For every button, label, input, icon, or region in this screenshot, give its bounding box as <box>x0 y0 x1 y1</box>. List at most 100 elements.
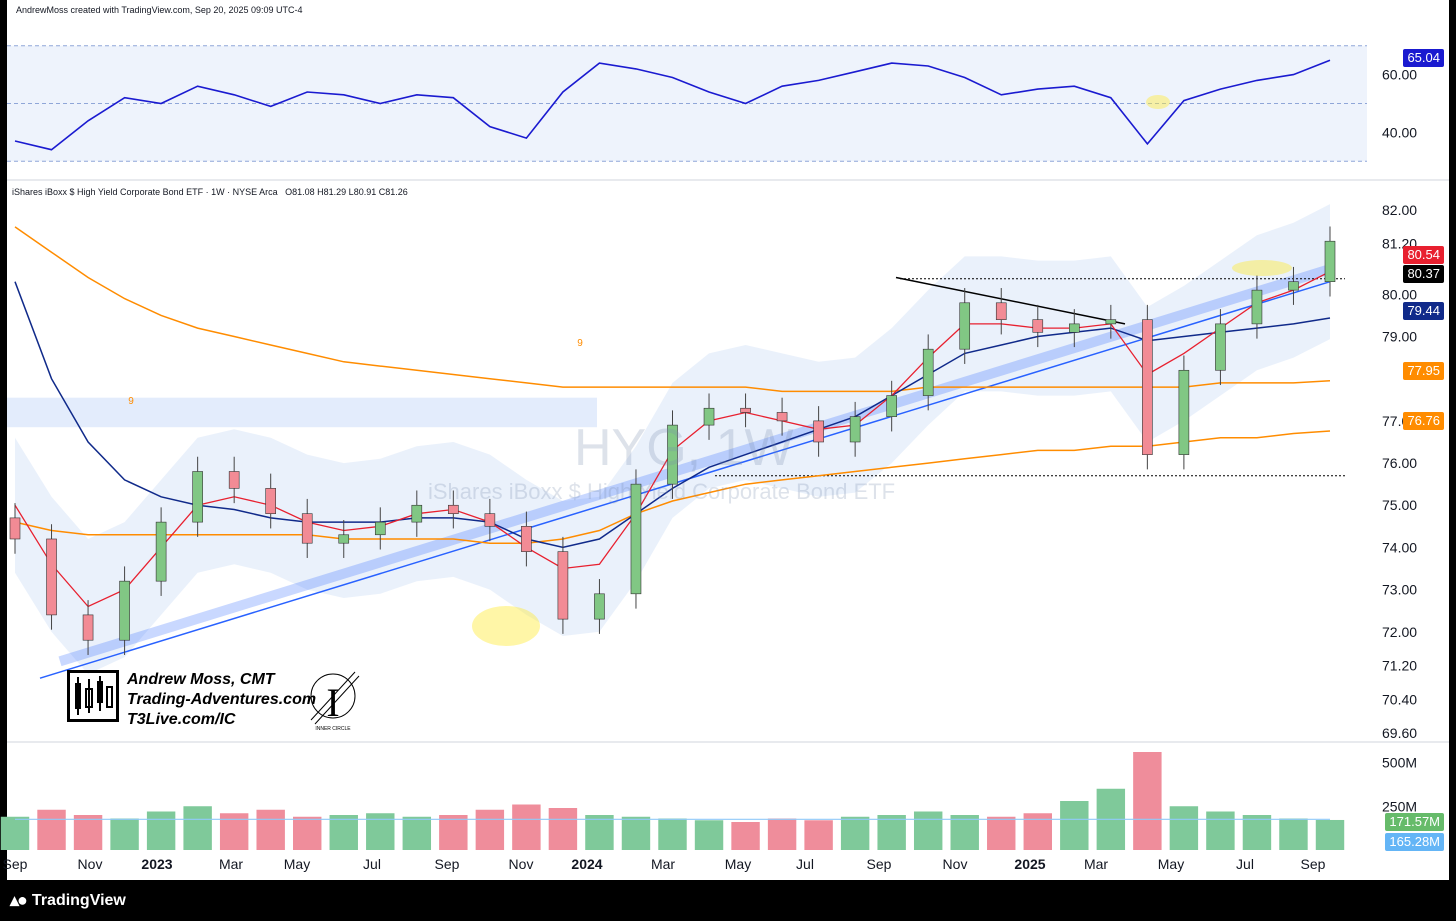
candle-body <box>703 407 715 426</box>
price-tick-label: 74.00 <box>1382 539 1417 555</box>
candle-body <box>9 517 21 540</box>
candle-body <box>155 521 167 582</box>
candle-body <box>484 513 496 527</box>
candle-body <box>1251 289 1263 325</box>
volume-bar <box>731 822 760 850</box>
volume-bar <box>439 815 468 850</box>
volume-tick-label: 500M <box>1382 755 1417 771</box>
volume-bar <box>37 809 66 850</box>
volume-bar <box>146 811 176 850</box>
candle-body <box>667 424 678 485</box>
tradingview-brand: TradingView <box>31 891 126 909</box>
volume-bar <box>585 815 614 850</box>
footer-bar: ▴● TradingView <box>0 880 1456 921</box>
candle-body <box>1178 369 1190 455</box>
last-price-tag: 80.37 <box>1403 265 1444 283</box>
candle-body <box>1324 240 1336 283</box>
volume-bar <box>1279 818 1308 850</box>
sma-slow-line <box>14 226 1331 393</box>
sma-200-line <box>14 430 1331 544</box>
candle-body <box>995 302 1007 320</box>
tradingview-logo[interactable]: ▴● TradingView <box>10 890 126 911</box>
rsi-value-tag: 65.04 <box>1403 49 1444 67</box>
signature-site[interactable]: Trading-Adventures.com <box>127 691 317 708</box>
volume-bar <box>1315 819 1345 850</box>
candle-body <box>813 420 824 443</box>
x-tick-label: Jul <box>363 856 381 872</box>
volume-bar <box>950 815 979 850</box>
x-tick-label: Nov <box>78 856 103 872</box>
candle-body <box>557 551 569 620</box>
candle-body <box>521 526 532 552</box>
candle-body <box>886 395 897 417</box>
volume-bar <box>402 816 432 850</box>
x-tick-label: May <box>284 856 310 872</box>
volume-bar <box>329 815 358 850</box>
price-tick-label: 82.00 <box>1382 202 1417 218</box>
x-tick-label: May <box>725 856 751 872</box>
candle-body <box>374 521 386 536</box>
watermark-ticker: HYG, 1W <box>574 419 794 477</box>
volume-bar <box>1060 801 1089 850</box>
x-tick-label: Sep <box>435 856 460 872</box>
candle-body <box>46 538 57 616</box>
price-highlight-high <box>1232 260 1292 276</box>
price-tick-label: 71.20 <box>1382 658 1417 674</box>
x-tick-label: 2025 <box>1014 856 1045 872</box>
volume-bar <box>1242 815 1272 850</box>
credit-note: AndrewMoss created with TradingView.com,… <box>16 5 303 15</box>
volume-bar <box>548 808 578 850</box>
volume-bar <box>840 816 870 850</box>
volume-bar <box>110 818 139 850</box>
candle-body <box>776 412 788 422</box>
sma-200-tag: 76.76 <box>1403 412 1444 430</box>
volume-bar <box>877 815 906 850</box>
volume-bar <box>658 818 687 850</box>
svg-text:I: I <box>326 680 339 725</box>
volume-bar <box>475 809 505 850</box>
watermark-name: iShares iBoxx $ High Yield Corporate Bon… <box>428 479 896 504</box>
sma-fast-tag: 80.54 <box>1403 246 1444 264</box>
volume-bar <box>767 818 797 850</box>
volume-bar <box>256 809 285 850</box>
x-tick-label: Mar <box>1084 856 1108 872</box>
price-tick-label: 73.00 <box>1382 582 1417 598</box>
signature-block: Andrew Moss, CMT Trading-Adventures.com … <box>67 670 316 730</box>
candlestick-logo-icon <box>67 670 119 722</box>
rsi-tick-label: 40.00 <box>1382 124 1417 140</box>
volume-bar <box>73 815 103 850</box>
rsi-tick-label: 60.00 <box>1382 67 1417 83</box>
rsi-line <box>14 59 1331 151</box>
volume-bar <box>1206 811 1235 850</box>
legend-ohlc: O81.08 H81.29 L80.91 C81.26 <box>285 187 408 197</box>
candle-body <box>1069 323 1080 333</box>
descending-trendline <box>895 276 1126 325</box>
price-tick-label: 72.00 <box>1382 624 1417 640</box>
x-tick-label: Jul <box>1236 856 1254 872</box>
signature-text: Andrew Moss, CMT Trading-Adventures.com … <box>127 670 316 730</box>
rising-trendline <box>39 280 1331 679</box>
candle-body <box>265 488 276 514</box>
price-highlight-low <box>472 606 540 646</box>
volume-bar <box>293 816 322 850</box>
x-tick-label: Sep <box>1301 856 1326 872</box>
candle-body <box>448 504 459 514</box>
price-tick-label: 75.00 <box>1382 497 1417 513</box>
candle-body <box>740 407 751 413</box>
inner-circle-logo-icon: I INNER CIRCLE <box>305 668 361 732</box>
candle-body <box>228 471 240 489</box>
price-tick-label: 70.40 <box>1382 691 1417 707</box>
volume-bar <box>804 820 833 850</box>
x-tick-label: Sep <box>3 856 28 872</box>
price-tick-label: 80.00 <box>1382 286 1417 302</box>
signature-link[interactable]: T3Live.com/IC <box>127 711 236 728</box>
sequential-count-label: 9 <box>128 396 134 407</box>
x-tick-label: Mar <box>651 856 675 872</box>
sequential-count-label: 9 <box>577 338 583 349</box>
sma-slow-tag: 77.95 <box>1403 362 1444 380</box>
candle-body <box>1215 323 1226 371</box>
x-tick-label: Mar <box>219 856 243 872</box>
candle-body <box>192 471 203 523</box>
candle-body <box>301 513 313 544</box>
